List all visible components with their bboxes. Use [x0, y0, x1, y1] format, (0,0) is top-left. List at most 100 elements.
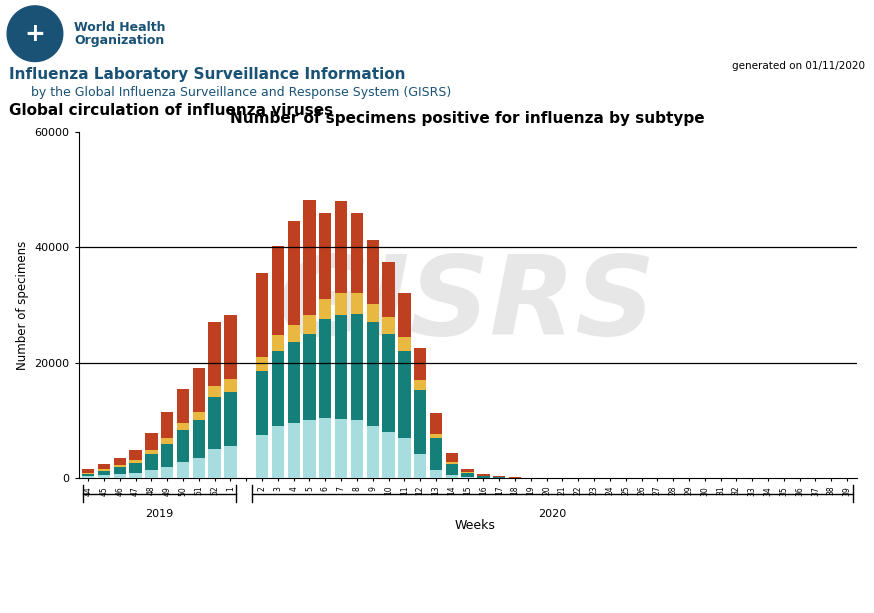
- Text: generated on 01/11/2020: generated on 01/11/2020: [732, 61, 865, 71]
- Bar: [493, 477, 505, 478]
- Bar: [98, 464, 110, 470]
- Bar: [192, 458, 205, 478]
- Bar: [430, 470, 442, 478]
- Bar: [145, 454, 157, 470]
- Bar: [177, 424, 189, 430]
- Bar: [350, 213, 363, 294]
- Bar: [461, 470, 474, 473]
- Text: 2020: 2020: [538, 509, 566, 519]
- Text: Influenza Laboratory Surveillance Information: Influenza Laboratory Surveillance Inform…: [9, 67, 406, 82]
- Bar: [335, 315, 347, 419]
- Bar: [256, 357, 268, 371]
- Bar: [430, 438, 442, 470]
- Bar: [446, 454, 458, 462]
- Bar: [98, 475, 110, 478]
- Bar: [399, 294, 411, 337]
- Bar: [350, 314, 363, 421]
- Bar: [98, 470, 110, 471]
- Bar: [319, 417, 331, 478]
- Bar: [335, 419, 347, 478]
- Bar: [319, 213, 331, 299]
- Bar: [129, 463, 142, 473]
- Bar: [192, 421, 205, 458]
- Bar: [145, 433, 157, 450]
- Bar: [114, 458, 126, 465]
- Bar: [225, 446, 237, 478]
- Text: Organization: Organization: [74, 34, 164, 47]
- Bar: [82, 476, 94, 478]
- Bar: [145, 470, 157, 478]
- Bar: [114, 467, 126, 474]
- Y-axis label: Number of specimens: Number of specimens: [16, 240, 29, 370]
- Bar: [366, 304, 379, 322]
- Bar: [350, 294, 363, 314]
- Bar: [430, 433, 442, 438]
- Bar: [366, 240, 379, 304]
- Text: +: +: [24, 21, 45, 46]
- Bar: [161, 466, 173, 478]
- Bar: [366, 322, 379, 426]
- Bar: [399, 337, 411, 351]
- Bar: [446, 462, 458, 463]
- Bar: [319, 299, 331, 319]
- Bar: [209, 322, 221, 386]
- Bar: [319, 319, 331, 417]
- Polygon shape: [7, 6, 63, 61]
- Bar: [382, 262, 395, 316]
- Bar: [272, 246, 284, 335]
- Bar: [129, 473, 142, 478]
- Bar: [335, 201, 347, 294]
- Bar: [256, 435, 268, 478]
- Bar: [382, 316, 395, 334]
- Bar: [272, 351, 284, 426]
- Bar: [399, 351, 411, 438]
- Bar: [350, 421, 363, 478]
- Bar: [82, 470, 94, 473]
- Title: Number of specimens positive for influenza by subtype: Number of specimens positive for influen…: [230, 112, 705, 126]
- Bar: [288, 424, 300, 478]
- Bar: [114, 474, 126, 478]
- Bar: [225, 379, 237, 392]
- Text: Weeks: Weeks: [455, 519, 496, 532]
- Bar: [114, 465, 126, 467]
- Bar: [414, 454, 427, 478]
- Bar: [288, 343, 300, 424]
- Text: by the Global Influenza Surveillance and Response System (GISRS): by the Global Influenza Surveillance and…: [31, 86, 451, 99]
- Text: Global circulation of influenza viruses: Global circulation of influenza viruses: [9, 103, 333, 118]
- Bar: [414, 390, 427, 454]
- Bar: [272, 335, 284, 351]
- Bar: [225, 392, 237, 446]
- Bar: [461, 477, 474, 478]
- Bar: [256, 273, 268, 357]
- Bar: [477, 476, 489, 478]
- Bar: [209, 449, 221, 478]
- Bar: [430, 414, 442, 433]
- Bar: [161, 412, 173, 438]
- Bar: [303, 334, 316, 421]
- Bar: [288, 221, 300, 325]
- Bar: [256, 371, 268, 435]
- Bar: [177, 462, 189, 478]
- Bar: [177, 389, 189, 424]
- Bar: [461, 473, 474, 477]
- Bar: [303, 315, 316, 334]
- Bar: [225, 315, 237, 379]
- Bar: [98, 471, 110, 475]
- Bar: [145, 450, 157, 454]
- Bar: [414, 380, 427, 390]
- Bar: [209, 397, 221, 449]
- Bar: [477, 474, 489, 476]
- Bar: [129, 460, 142, 463]
- Bar: [446, 463, 458, 475]
- Bar: [288, 325, 300, 343]
- Bar: [303, 421, 316, 478]
- Bar: [161, 438, 173, 444]
- Bar: [446, 475, 458, 478]
- Bar: [382, 334, 395, 432]
- Bar: [192, 368, 205, 412]
- Text: World Health: World Health: [74, 21, 166, 34]
- Bar: [366, 426, 379, 478]
- Bar: [129, 450, 142, 460]
- Bar: [177, 430, 189, 462]
- Text: GISRS: GISRS: [279, 251, 656, 359]
